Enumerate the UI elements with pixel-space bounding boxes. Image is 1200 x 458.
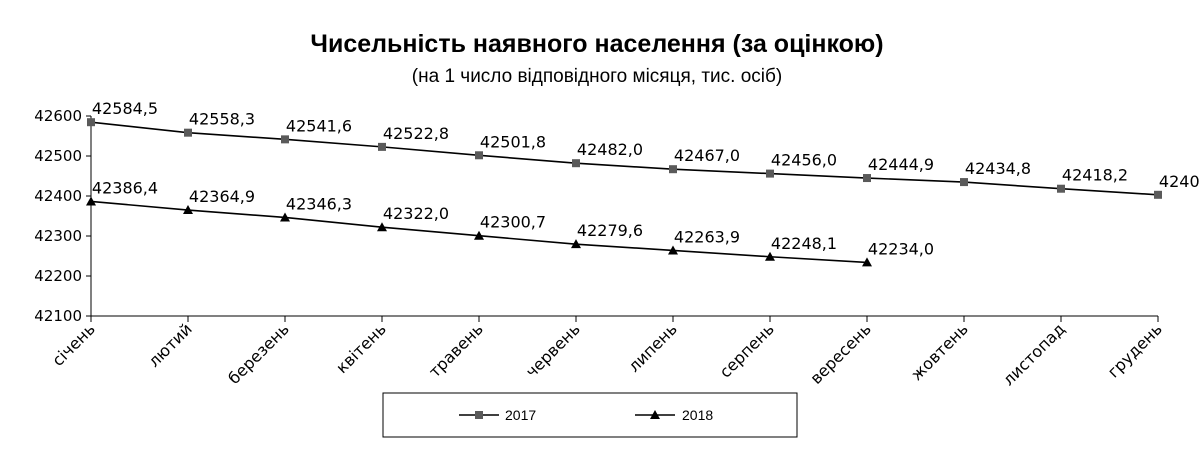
- series-markers: [86, 118, 1162, 267]
- data-label-2018: 42364,9: [189, 187, 255, 206]
- x-tick-label: жовтень: [907, 319, 972, 384]
- y-tick-label: 42100: [34, 307, 82, 325]
- data-label-2018: 42248,1: [771, 234, 837, 253]
- x-tick-label: лютий: [144, 319, 195, 370]
- data-point-2017: [1057, 184, 1065, 193]
- data-point-2018: [474, 230, 484, 240]
- data-label-2018: 42263,9: [674, 227, 740, 246]
- x-tick-label: листопад: [999, 319, 1069, 389]
- data-label-2017: 42501,8: [480, 132, 546, 151]
- y-tick-label: 42400: [34, 187, 82, 205]
- legend-marker-2017: [475, 411, 483, 419]
- series-labels: 42584,5 42558,3 42541,6 42522,8 42501,8 42482…: [92, 99, 1200, 258]
- data-label-2017: 42541,6: [286, 116, 352, 135]
- data-label-2018: 42346,3: [286, 194, 352, 213]
- data-point-2017: [960, 178, 968, 187]
- data-label-2017: 42522,8: [383, 124, 449, 143]
- y-tick-label: 42600: [34, 107, 82, 125]
- data-point-2017: [766, 169, 774, 178]
- data-label-2017: 42444,9: [868, 155, 934, 174]
- data-label-2017: 42434,8: [965, 159, 1031, 178]
- data-label-2018: 42234,0: [868, 239, 934, 258]
- data-label-2017: 42558,3: [189, 110, 255, 129]
- legend-marker-2018: [650, 410, 660, 419]
- data-label-2017: 42584,5: [92, 99, 158, 118]
- y-tick-label: 42300: [34, 227, 82, 245]
- data-point-2017: [669, 165, 677, 174]
- data-point-2017: [1154, 190, 1162, 199]
- data-point-2018: [377, 222, 387, 232]
- x-tick-label: травень: [425, 319, 487, 381]
- data-point-2018: [571, 239, 581, 249]
- y-tick-label: 42200: [34, 267, 82, 285]
- x-tick-label: грудень: [1104, 319, 1166, 381]
- chart-title: Чисельність наявного населення (за оцінк…: [310, 30, 883, 58]
- data-point-2018: [183, 205, 193, 215]
- x-tick-label: березень: [224, 319, 293, 388]
- data-point-2018: [86, 196, 96, 206]
- data-point-2017: [184, 128, 192, 137]
- y-tick-label: 42500: [34, 147, 82, 165]
- data-label-2017: 42418,2: [1062, 166, 1128, 185]
- data-point-2017: [281, 135, 289, 144]
- x-tick-label: вересень: [806, 319, 874, 387]
- data-label-2017: 42403,0: [1159, 172, 1200, 191]
- x-tick-label: квітень: [332, 319, 390, 377]
- data-label-2017: 42467,0: [674, 146, 740, 165]
- data-point-2018: [765, 251, 775, 261]
- data-point-2017: [572, 159, 580, 168]
- data-point-2017: [378, 142, 386, 151]
- data-point-2018: [280, 212, 290, 222]
- data-point-2017: [863, 174, 871, 183]
- chart-subtitle: (на 1 число відповідного місяця, тис. ос…: [412, 66, 782, 87]
- legend-label-2018: 2018: [682, 407, 713, 423]
- data-label-2018: 42279,6: [577, 221, 643, 240]
- x-tick-label: січень: [48, 319, 99, 370]
- data-point-2017: [475, 151, 483, 160]
- legend-label-2017: 2017: [505, 407, 536, 423]
- data-label-2017: 42482,0: [577, 140, 643, 159]
- data-point-2018: [668, 245, 678, 255]
- legend-box: [382, 392, 798, 438]
- x-tick-label: червень: [522, 319, 584, 381]
- legend: 2017 2018: [382, 392, 798, 438]
- x-tick-label: липень: [624, 319, 680, 375]
- data-label-2018: 42386,4: [92, 178, 158, 197]
- data-label-2017: 42456,0: [771, 151, 837, 170]
- x-tick-label: серпень: [716, 319, 778, 381]
- data-label-2018: 42300,7: [480, 213, 546, 232]
- data-point-2018: [862, 257, 872, 267]
- data-label-2018: 42322,0: [383, 204, 449, 223]
- data-point-2017: [87, 118, 95, 127]
- series-line-2017: [90, 121, 1159, 196]
